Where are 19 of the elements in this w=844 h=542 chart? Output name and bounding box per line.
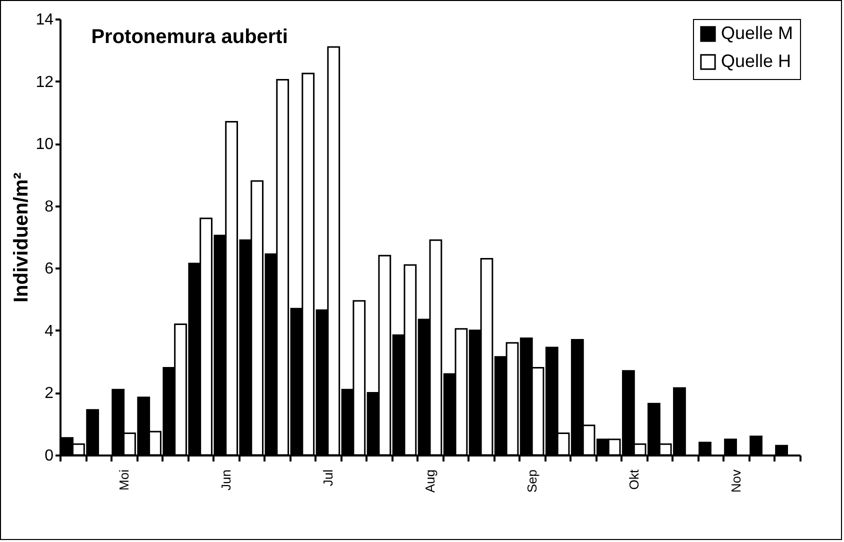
x-tick-label: Aug [422,470,438,493]
x-tick-label: Jun [218,470,234,490]
x-tick-label: Sep [524,470,540,493]
y-axis-title: Individuen/m² [10,172,33,302]
y-tick-label: 14 [36,12,54,28]
legend-label: Quelle M [721,23,794,43]
y-tick-label: 12 [36,74,54,91]
y-tick-label: 6 [44,260,54,278]
y-tick-label: 4 [44,322,54,340]
y-tick-label: 8 [44,198,54,216]
x-tick-label: Moi [116,469,132,490]
y-tick-label: 10 [36,136,54,154]
x-tick-label: Jul [320,469,336,486]
x-tick-label: Nov [728,469,744,493]
legend-label: Quelle H [721,51,792,71]
chart-title: Protonemura auberti [91,26,288,48]
x-tick-label: Okt [626,469,642,490]
y-tick-label: 2 [44,385,54,402]
y-tick-label: 0 [44,448,54,464]
